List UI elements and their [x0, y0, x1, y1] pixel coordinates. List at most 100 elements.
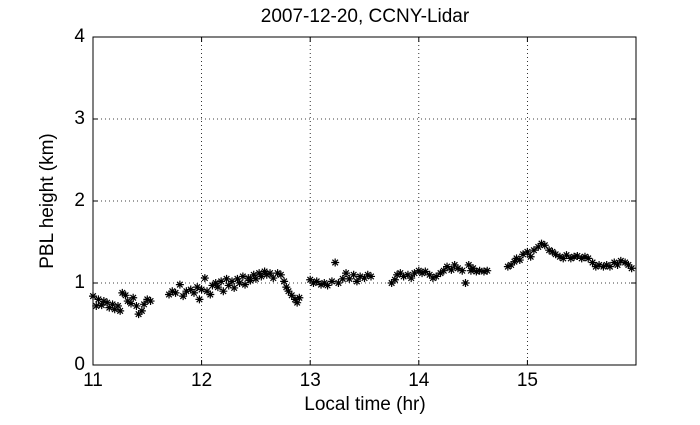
point: [118, 288, 127, 297]
point: [610, 258, 619, 267]
point: [105, 303, 114, 312]
point: [555, 252, 564, 261]
point: [92, 301, 101, 310]
point: [580, 252, 589, 261]
point: [197, 285, 206, 294]
point: [306, 275, 315, 284]
point: [621, 258, 630, 267]
y-tick-label: 3: [74, 108, 85, 129]
point: [534, 242, 543, 251]
point: [228, 277, 237, 286]
point: [327, 277, 336, 286]
point: [469, 264, 478, 273]
point: [193, 283, 202, 292]
point: [345, 274, 354, 283]
point: [235, 279, 244, 287]
point: [551, 250, 560, 259]
point: [317, 280, 326, 289]
point: [175, 280, 184, 289]
y-tick-label: 0: [74, 354, 85, 375]
x-tick-label: 14: [408, 370, 430, 391]
point: [262, 270, 271, 279]
point: [129, 293, 138, 302]
point: [515, 256, 524, 265]
point: [602, 260, 611, 269]
point: [260, 267, 269, 276]
y-tick-label: 1: [74, 272, 85, 293]
point: [450, 260, 459, 269]
point: [206, 290, 215, 299]
point: [595, 260, 604, 269]
point: [407, 274, 416, 283]
point: [110, 305, 119, 314]
point: [577, 254, 586, 263]
point: [103, 298, 112, 307]
point: [396, 269, 405, 278]
point: [360, 274, 369, 283]
chart-title: 2007-12-20, CCNY-Lidar: [261, 6, 470, 27]
point: [363, 270, 372, 279]
point: [97, 301, 106, 310]
point: [282, 283, 291, 292]
point: [624, 260, 633, 269]
point: [200, 274, 209, 283]
point: [507, 260, 516, 269]
point: [447, 265, 456, 274]
point: [599, 262, 608, 271]
point: [548, 247, 557, 256]
y-tick-label: 2: [74, 190, 85, 211]
point: [472, 267, 481, 276]
point: [475, 266, 484, 275]
point: [320, 279, 329, 287]
point: [295, 293, 304, 302]
point: [179, 292, 188, 301]
point: [127, 299, 136, 308]
point: [94, 295, 103, 304]
point: [143, 295, 152, 304]
point: [203, 287, 212, 296]
point: [613, 260, 622, 269]
x-tick-label: 13: [300, 370, 321, 391]
point: [323, 281, 332, 290]
y-axis-label: PBL height (km): [37, 133, 58, 269]
point: [132, 301, 141, 310]
point: [189, 288, 198, 297]
point: [238, 272, 247, 281]
point: [293, 298, 302, 307]
point: [526, 252, 535, 261]
point: [334, 279, 343, 287]
y-tick-label: 4: [74, 26, 85, 47]
point: [519, 250, 528, 259]
point: [410, 269, 419, 278]
point: [312, 277, 321, 286]
point: [165, 290, 174, 299]
point: [458, 266, 467, 275]
point: [464, 260, 473, 269]
point: [108, 300, 117, 309]
point: [461, 279, 470, 287]
point: [134, 310, 143, 319]
point: [331, 258, 340, 267]
point: [213, 283, 222, 292]
point: [432, 272, 441, 281]
point: [573, 251, 582, 260]
point: [276, 270, 285, 279]
x-axis-label: Local time (hr): [304, 394, 425, 415]
x-tick-label: 12: [191, 370, 212, 391]
x-tick-label: 15: [517, 370, 538, 391]
point: [208, 281, 217, 290]
point: [255, 269, 264, 278]
point: [224, 281, 233, 290]
point: [399, 272, 408, 281]
point: [349, 270, 358, 279]
point: [393, 270, 402, 279]
point: [584, 254, 593, 263]
point: [443, 262, 452, 271]
point: [570, 252, 579, 261]
point: [284, 287, 293, 296]
point: [503, 262, 512, 271]
point: [168, 287, 177, 296]
point: [290, 295, 299, 304]
